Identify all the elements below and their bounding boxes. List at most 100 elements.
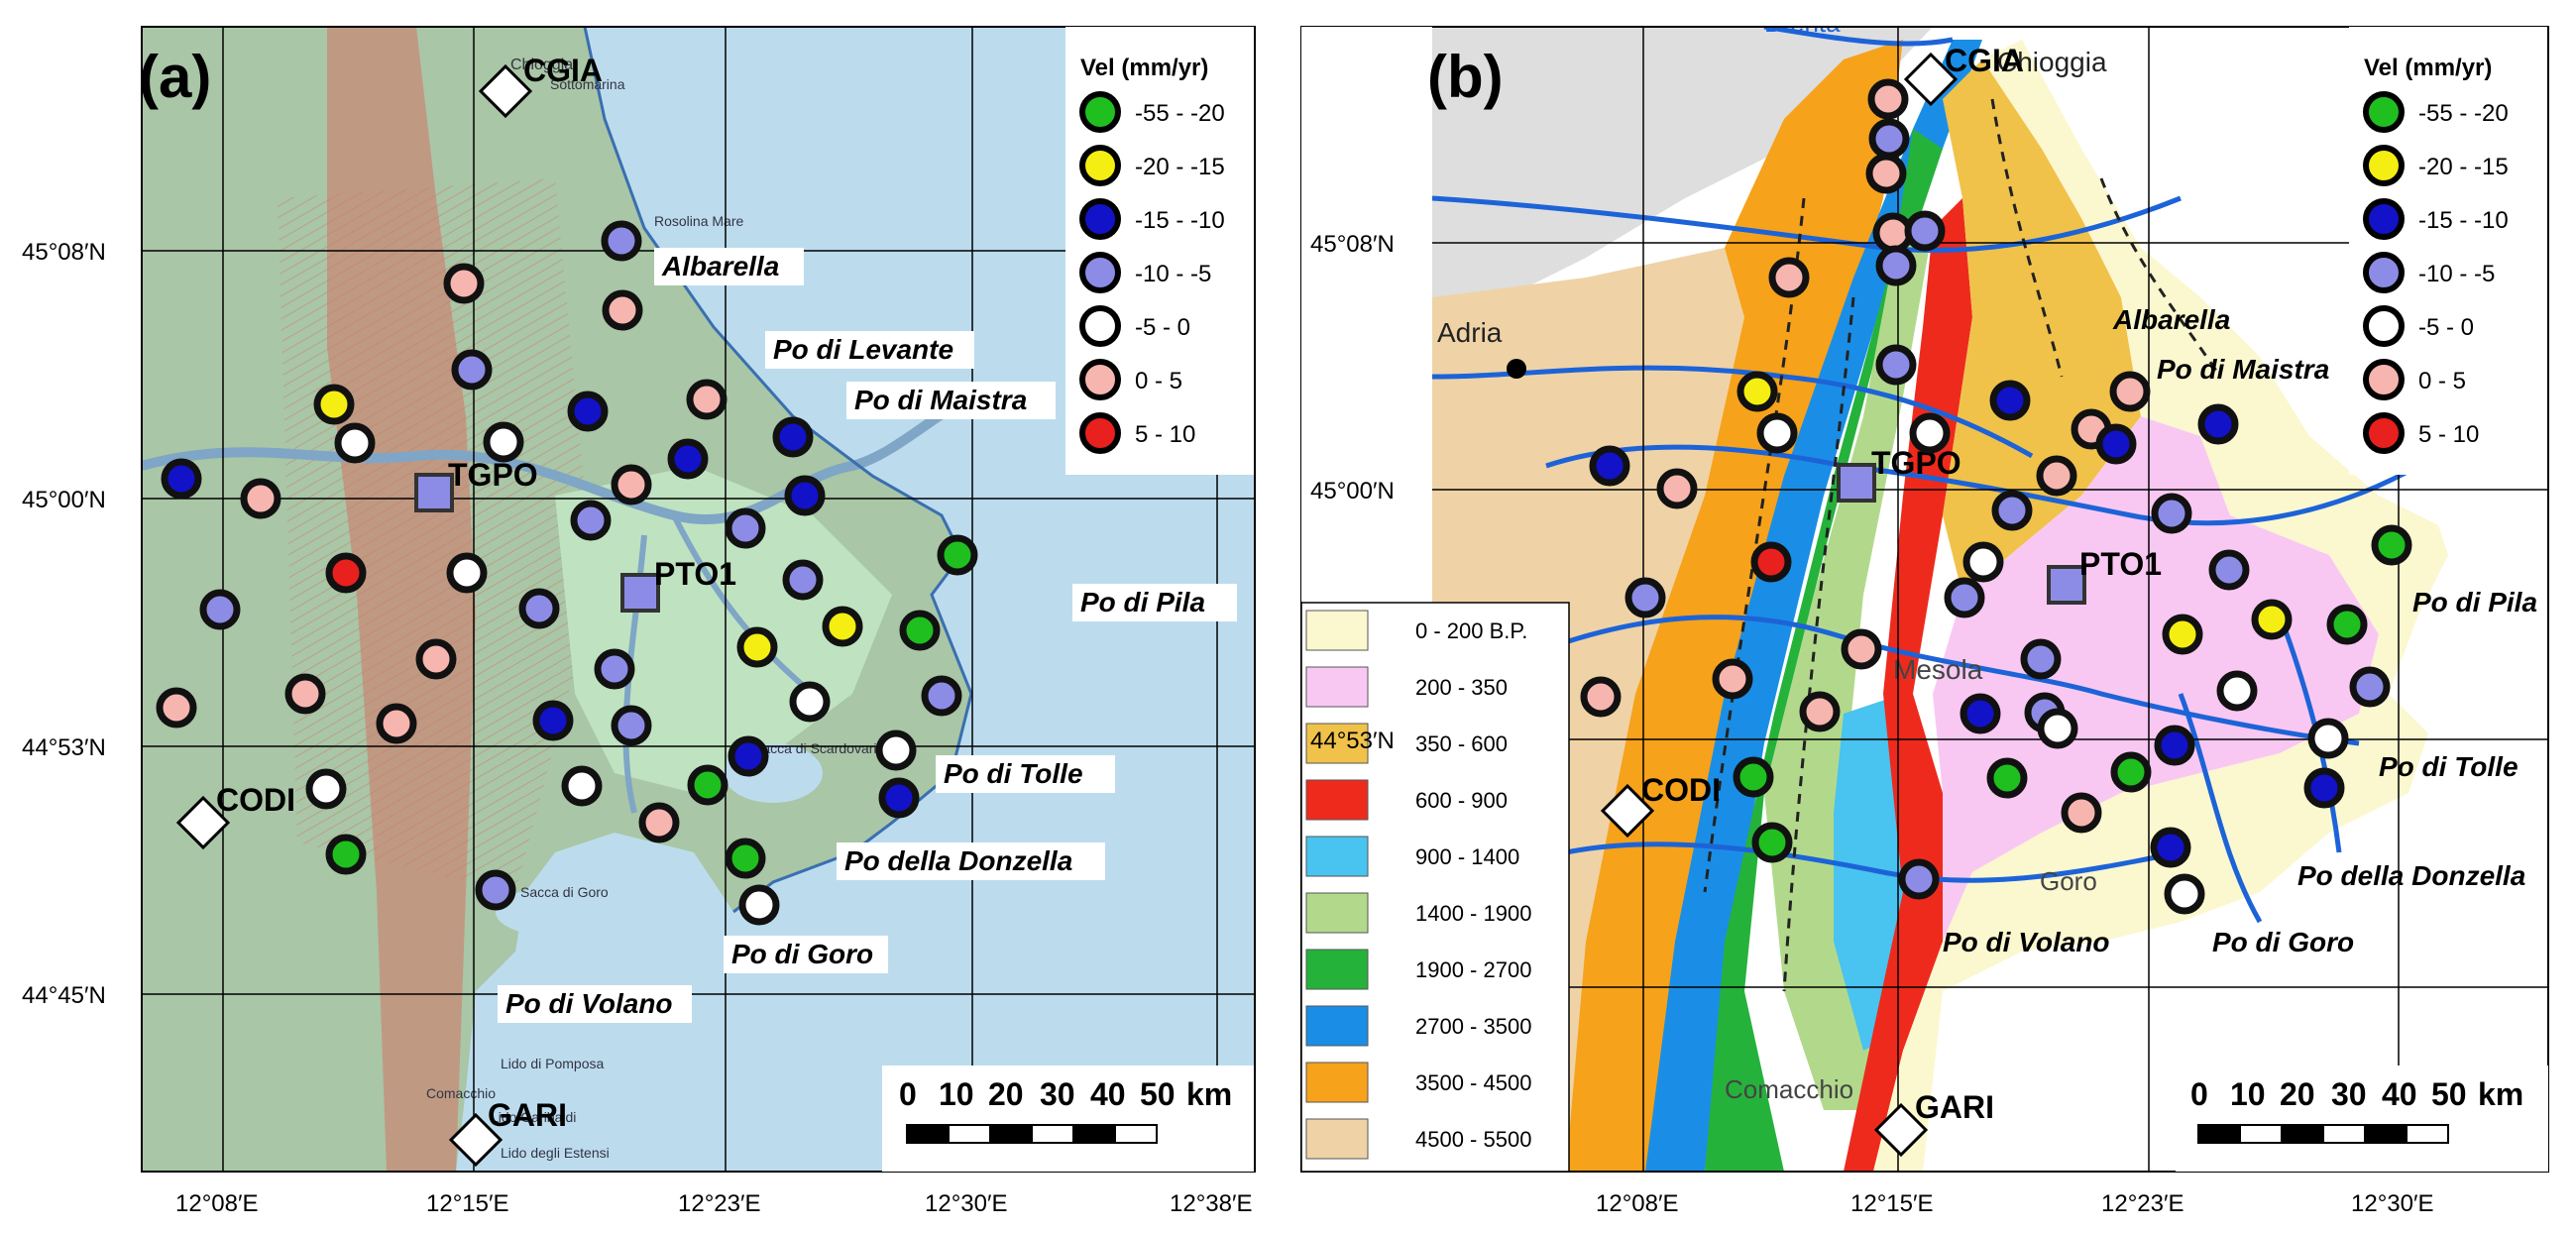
velocity-point xyxy=(725,507,766,549)
station-marker-diamond xyxy=(1873,1102,1929,1158)
velocity-points xyxy=(156,220,978,926)
place-label-box xyxy=(654,248,804,285)
scale-label: km xyxy=(1186,1076,1232,1112)
age-label: 2700 - 3500 xyxy=(1415,1014,1531,1039)
legend-swatch xyxy=(2363,252,2405,293)
lon-label: 12°23′E xyxy=(2101,1190,2184,1217)
legend-swatch xyxy=(2363,305,2405,347)
velocity-point xyxy=(325,552,367,594)
scale-segment xyxy=(2239,1124,2283,1144)
station-label: CODI xyxy=(1641,772,1721,808)
velocity-point xyxy=(1875,245,1917,286)
paleo-shorelines xyxy=(1703,98,2222,992)
legend-label: -55 - -20 xyxy=(1135,100,1225,127)
station-marker-square xyxy=(414,473,454,512)
age-label: 3500 - 4500 xyxy=(1415,1070,1531,1095)
place-label: Po di Volano xyxy=(505,988,673,1019)
place-label-box xyxy=(724,936,888,973)
place-label: Po di Pila xyxy=(1080,587,1205,617)
velocity-point xyxy=(667,438,709,480)
velocity-point xyxy=(1962,541,2004,583)
velocity-point xyxy=(313,384,355,425)
gnss-stations: CGIA TGPO PTO1 CODI GARI xyxy=(1600,43,2162,1158)
legend-label: 0 - 5 xyxy=(2418,368,2466,394)
panel-a-map: Chioggia Sottomarina Rosolina Mare Lido … xyxy=(22,26,1256,1217)
velocity-point xyxy=(2216,670,2258,712)
age-label: 1400 - 1900 xyxy=(1415,901,1531,926)
age-label: 200 - 350 xyxy=(1415,675,1508,700)
station-marker-square xyxy=(620,573,660,613)
station-marker-diamond xyxy=(478,63,533,119)
map-text: Sacca di Scardovari xyxy=(753,740,877,756)
age-swatch xyxy=(1305,666,1369,708)
velocity-point xyxy=(2061,792,2102,834)
gnss-stations: CGIA TGPO PTO1 CODI GARI xyxy=(175,53,736,1168)
unit-200-350 xyxy=(1933,416,2379,942)
station-label: TGPO xyxy=(448,457,538,493)
legend-swatch xyxy=(2363,359,2405,400)
age-swatch xyxy=(1305,1118,1369,1160)
scale-segment xyxy=(2197,1124,2241,1144)
place-label: Po di Maistra xyxy=(854,385,1027,415)
legend-swatch xyxy=(2363,91,2405,133)
legend-swatch xyxy=(1079,252,1121,293)
velocity-point xyxy=(875,729,917,771)
lon-label: 12°15′E xyxy=(426,1190,509,1217)
place-label: Po della Donzella xyxy=(844,845,1072,876)
scale-bar-box xyxy=(882,1065,1254,1172)
scale-label: 10 xyxy=(939,1076,974,1112)
age-label: 900 - 1400 xyxy=(1415,844,1519,869)
legend-label: -55 - -20 xyxy=(2418,100,2509,127)
age-label: 4500 - 5500 xyxy=(1415,1127,1531,1152)
legend-swatch xyxy=(1079,359,1121,400)
legend-swatch xyxy=(1079,145,1121,186)
velocity-point xyxy=(2154,725,2195,766)
place-label-box xyxy=(837,842,1105,880)
velocity-point xyxy=(2162,614,2203,655)
velocity-point xyxy=(1733,756,1774,798)
lat-label: 45°08′N xyxy=(22,239,106,266)
map-text: Mesola xyxy=(1893,654,1983,685)
scale-segment xyxy=(1072,1124,1116,1144)
scale-segment xyxy=(2281,1124,2324,1144)
age-swatch xyxy=(1305,1062,1369,1103)
velocity-point xyxy=(1944,577,1985,618)
place-label: Po di Pila xyxy=(2412,587,2537,617)
map-text: Goro xyxy=(2040,866,2097,896)
place-label: Po della Donzella xyxy=(2297,860,2525,891)
velocity-point xyxy=(415,638,457,680)
velocity-point xyxy=(1986,757,2028,799)
scale-segment xyxy=(906,1124,950,1144)
map-text: Brenta xyxy=(1764,8,1841,38)
age-swatch xyxy=(1305,949,1369,990)
legend-label: -5 - 0 xyxy=(1135,314,1190,341)
scale-label: 50 xyxy=(2431,1076,2467,1112)
scale-segment xyxy=(2364,1124,2408,1144)
lon-label: 12°38′E xyxy=(1170,1190,1253,1217)
velocity-point xyxy=(2036,455,2077,497)
unit-1400-1900 xyxy=(1764,228,1933,1110)
station-label: GARI xyxy=(1915,1089,1994,1125)
map-text: Lido degli Estensi xyxy=(501,1145,610,1161)
age-swatch xyxy=(1305,610,1369,651)
scale-label: 10 xyxy=(2230,1076,2266,1112)
velocity-point xyxy=(443,263,485,304)
velocity-point xyxy=(199,589,241,630)
lon-label: 12°30′E xyxy=(925,1190,1008,1217)
station-marker-diamond xyxy=(448,1112,504,1168)
map-text: Lido Garibaldi xyxy=(491,1109,576,1125)
legend-label: -10 - -5 xyxy=(1135,261,1211,287)
legend-swatch xyxy=(2363,412,2405,454)
velocity-point xyxy=(899,610,941,651)
velocity-point xyxy=(2110,751,2152,793)
velocity-point xyxy=(376,703,417,744)
lat-label: 44°45′N xyxy=(22,982,106,1009)
velocity-point xyxy=(156,687,197,729)
velocity-point xyxy=(1799,691,1841,732)
velocity-point xyxy=(161,458,202,500)
station-marker-diamond xyxy=(1903,52,1959,107)
velocity-point xyxy=(2371,524,2412,566)
legend-label: -15 - -10 xyxy=(2418,207,2509,234)
map-text: Sacca di Goro xyxy=(520,884,609,900)
velocity-point xyxy=(1624,577,1666,618)
